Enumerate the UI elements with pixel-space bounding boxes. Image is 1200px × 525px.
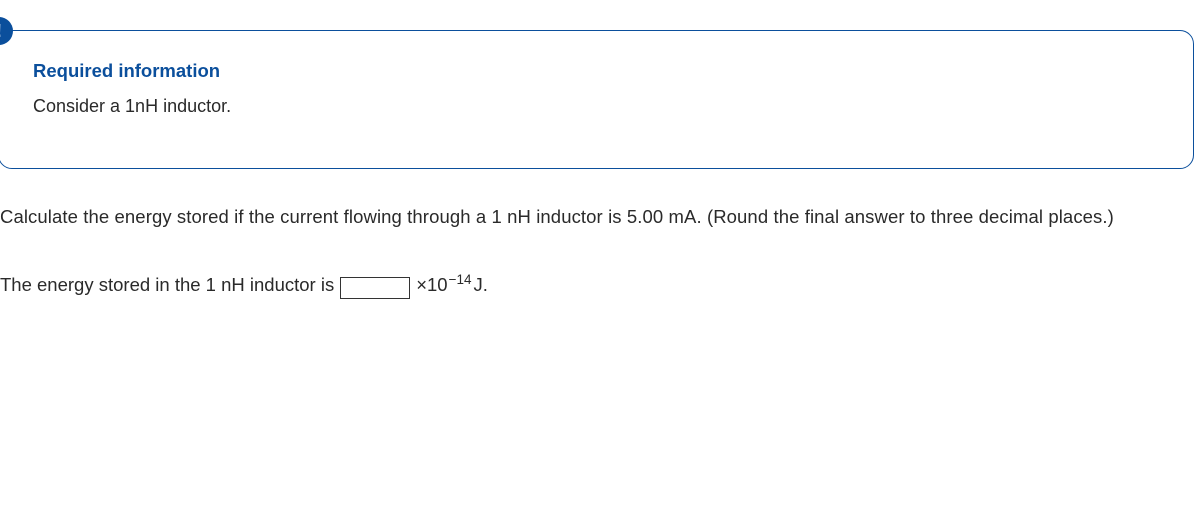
required-info-heading: Required information: [33, 57, 1159, 85]
energy-value-input[interactable]: [340, 277, 410, 299]
answer-prefix: The energy stored in the 1 nH inductor i…: [0, 271, 334, 299]
page-root: ! Required information Consider a 1nH in…: [0, 0, 1200, 525]
exponent-unit: ×10−14 J.: [416, 271, 488, 299]
alert-glyph: !: [0, 18, 2, 45]
exponent-value: −14: [449, 270, 472, 290]
required-info-body: Consider a 1nH inductor.: [33, 93, 1159, 120]
unit-suffix: J.: [474, 271, 488, 299]
answer-line: The energy stored in the 1 nH inductor i…: [0, 271, 1198, 299]
times-base: ×10: [416, 271, 447, 299]
question-prompt: Calculate the energy stored if the curre…: [0, 203, 1198, 231]
question-block: Calculate the energy stored if the curre…: [0, 169, 1200, 299]
alert-icon: !: [0, 17, 13, 45]
required-info-card: ! Required information Consider a 1nH in…: [0, 30, 1194, 169]
